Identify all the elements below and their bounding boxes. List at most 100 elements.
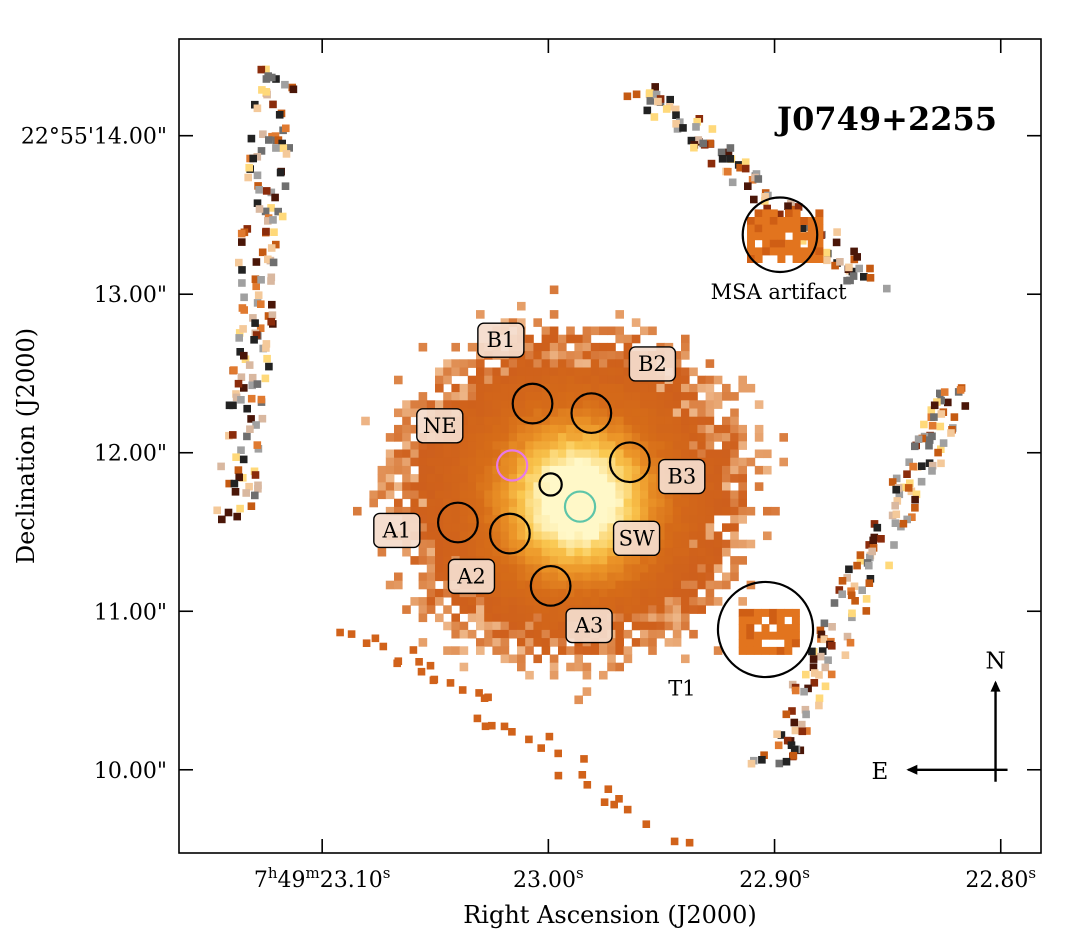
map-pixel [599,531,608,541]
map-pixel [418,482,428,491]
noise-pixel [262,187,271,195]
map-pixel [681,539,690,549]
map-pixel [492,564,501,573]
map-pixel [549,515,559,524]
map-pixel [549,654,559,664]
map-pixel [451,539,460,549]
map-pixel [631,457,641,467]
noise-pixel [261,207,270,216]
map-pixel [615,465,624,475]
noise-pixel [362,639,371,647]
blob-pixel [747,232,755,241]
map-pixel [443,465,452,475]
map-pixel [549,539,559,549]
noise-pixel [820,619,829,628]
noise-pixel [838,577,847,585]
blob-pixel [754,232,763,241]
noise-pixel [249,314,257,322]
noise-pixel [936,389,944,398]
map-pixel [697,416,706,426]
map-pixel [410,474,419,483]
map-pixel [533,539,542,549]
noise-pixel [856,556,865,565]
map-pixel [467,400,477,409]
map-pixel [672,400,682,409]
map-pixel [533,605,542,614]
map-pixel [738,482,747,491]
noise-pixel [836,258,844,266]
noise-pixel [271,132,280,140]
map-pixel [467,597,477,606]
map-pixel [574,523,583,532]
map-pixel [697,572,706,582]
blob-pixel [800,217,809,225]
map-pixel [672,383,682,393]
map-pixel [730,556,739,565]
map-pixel [705,572,715,582]
map-pixel [664,523,674,532]
map-pixel [722,490,731,500]
map-pixel [476,506,485,516]
blob-pixel [776,624,785,633]
map-pixel [484,605,493,614]
map-pixel [525,572,534,582]
map-pixel [517,433,526,442]
map-pixel [541,629,551,639]
map-pixel [500,367,510,377]
x-tick-label-part: 23.00 [513,868,576,893]
map-pixel [500,465,510,475]
noise-pixel [458,686,467,694]
map-pixel [607,539,616,549]
map-pixel [607,572,616,582]
noise-pixel [545,732,554,741]
map-pixel [697,539,706,549]
map-pixel [738,433,747,442]
map-pixel [533,449,542,459]
region-circle [538,472,563,497]
map-pixel [484,408,493,418]
map-pixel [582,482,592,491]
map-pixel [492,531,501,541]
map-pixel [476,310,485,319]
map-pixel [631,613,641,623]
blob-pixel [815,247,824,256]
map-pixel [648,564,657,573]
map-pixel [476,449,485,459]
map-pixel [549,383,559,393]
map-pixel [517,457,526,467]
map-pixel [640,638,649,647]
map-pixel [664,515,674,524]
map-pixel [541,613,551,623]
noise-pixel [891,519,900,527]
blob-pixel [769,631,778,640]
noise-pixel [810,679,819,687]
map-pixel [574,597,583,606]
noise-pixel [911,442,919,451]
map-pixel [410,441,419,450]
noise-pixel [473,714,482,723]
map-pixel [459,465,469,475]
map-pixel [607,367,616,377]
noise-pixel [914,435,923,443]
map-pixel [410,490,419,500]
map-pixel [590,547,600,557]
map-pixel [623,556,633,565]
map-pixel [402,490,411,500]
noise-pixel [717,148,726,157]
map-pixel [484,621,493,631]
map-pixel [574,482,583,491]
map-pixel [410,506,419,516]
map-pixel [500,613,510,623]
noise-pixel [822,248,831,257]
map-pixel [615,588,624,598]
map-pixel [640,564,649,573]
map-pixel [574,564,583,573]
map-pixel [574,531,583,541]
map-pixel [689,392,698,401]
map-pixel [476,621,485,631]
noise-pixel [237,373,246,381]
emission-map [213,65,970,847]
blob-pixel [769,616,778,625]
map-pixel [590,457,600,467]
map-pixel [648,474,657,483]
